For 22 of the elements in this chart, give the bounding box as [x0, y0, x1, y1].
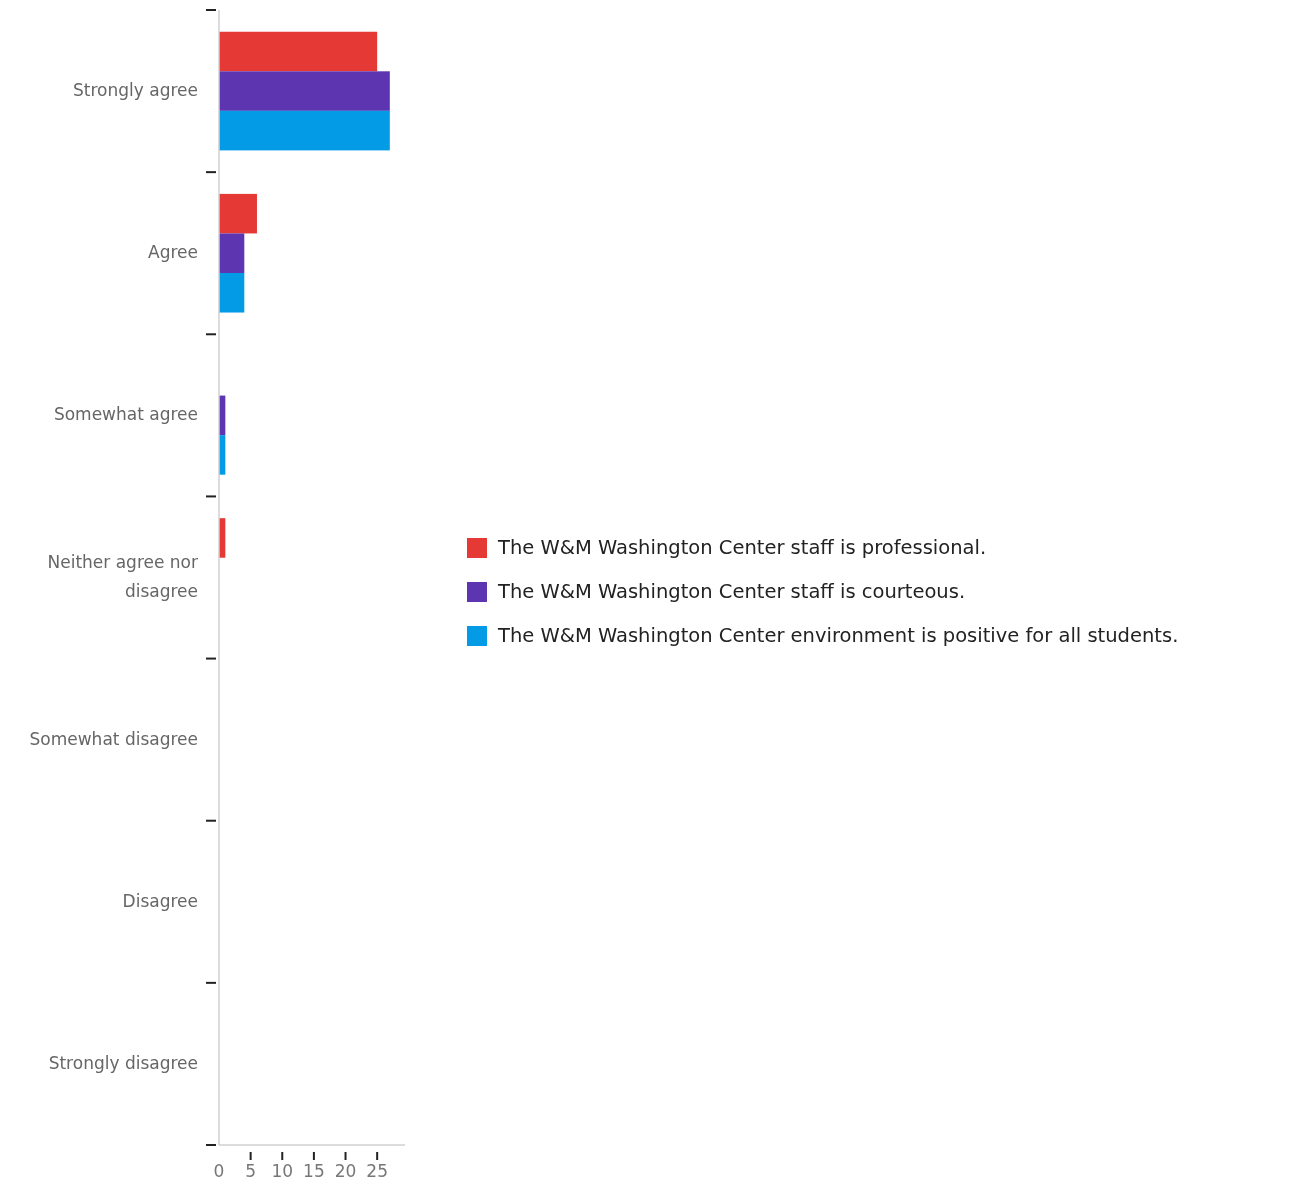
y-tick-label: Strongly agree [73, 80, 198, 101]
bar [219, 233, 245, 273]
x-tick-label: 10 [271, 1161, 294, 1181]
x-tick-label: 15 [303, 1161, 325, 1181]
y-tick-label: Somewhat disagree [29, 728, 198, 749]
y-tick-label: Neither agree nor disagree [47, 552, 198, 601]
y-tick-label: Strongly disagree [48, 1052, 198, 1073]
bar [219, 193, 257, 234]
legend-label: The W&M Washington Center staff is courteous. [497, 579, 966, 603]
bar [219, 110, 390, 151]
y-tick-label: Disagree [122, 890, 198, 911]
bar [219, 272, 245, 313]
x-tick-label: 25 [366, 1161, 388, 1181]
x-tick-label: 0 [213, 1161, 225, 1181]
y-tick-label: Somewhat agree [53, 404, 198, 425]
y-tick-label: Agree [148, 242, 198, 263]
bar [219, 71, 390, 111]
x-tick-label: 5 [245, 1161, 257, 1181]
legend-label: The W&M Washington Center staff is professional. [497, 535, 987, 559]
legend-label: The W&M Washington Center environment is positive for all students. [497, 623, 1179, 647]
bar [219, 31, 378, 72]
x-tick-label: 20 [334, 1161, 357, 1181]
